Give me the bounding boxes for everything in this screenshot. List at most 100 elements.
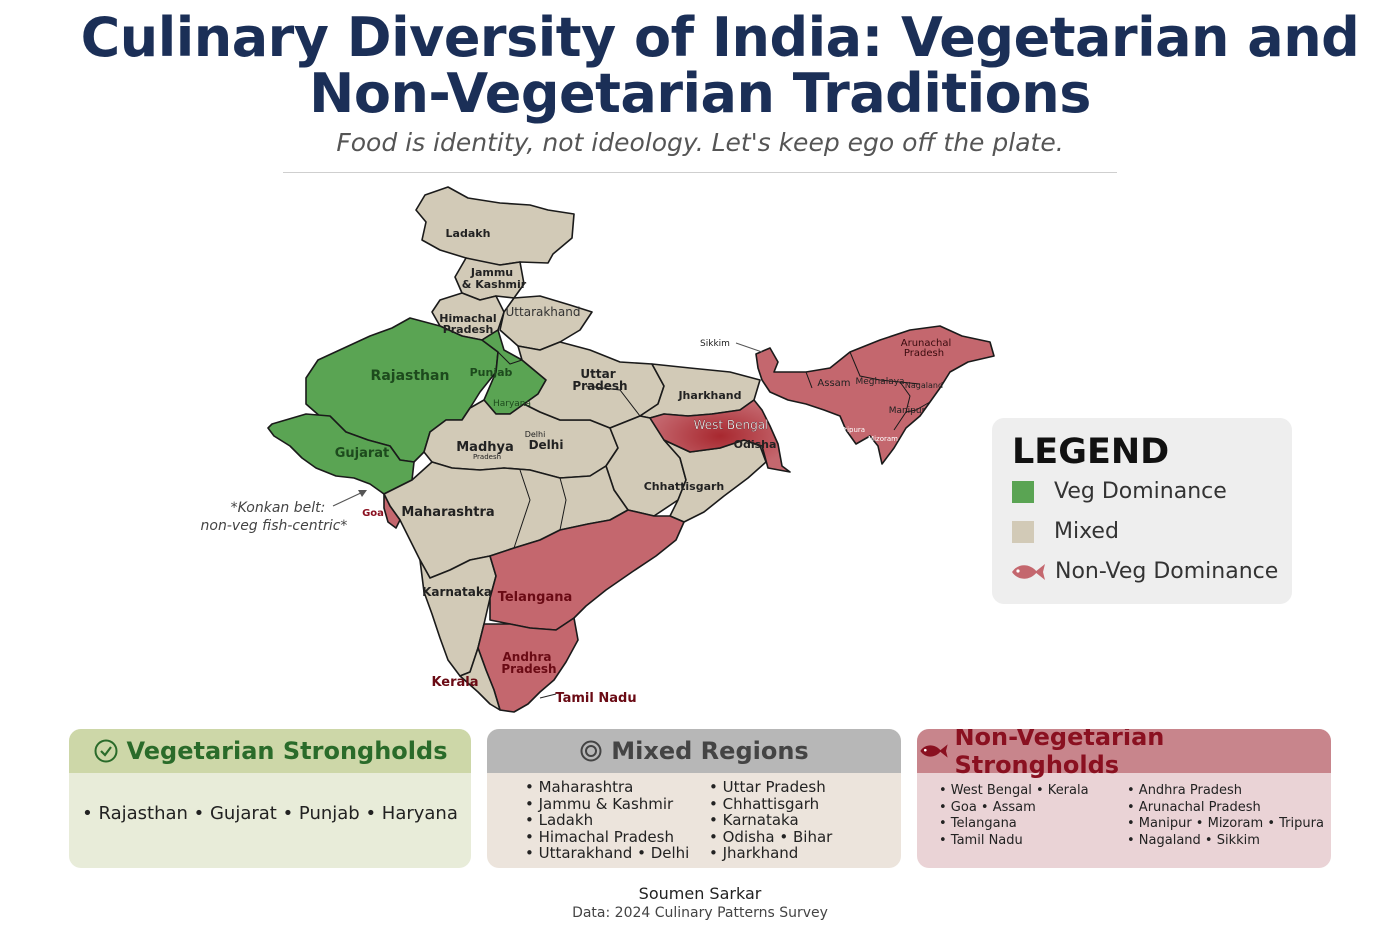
list-item: • Telangana [939, 816, 1017, 832]
card-nonvegetarian-title: Non-Vegetarian Strongholds [954, 729, 1165, 779]
label-maharashtra: Maharashtra [401, 505, 494, 520]
label-jharkhand: Jharkhand [677, 389, 741, 402]
target-circle-icon [580, 740, 602, 762]
sikkim-pointer [735, 342, 763, 353]
legend-label-veg: Veg Dominance [1054, 479, 1227, 504]
border-line [559, 477, 567, 531]
check-circle-icon [94, 739, 117, 763]
border-line [585, 385, 641, 417]
mixed-list-col1: • Maharashtra • Jammu & Kashmir • Ladakh… [525, 779, 689, 862]
list-item: • Jharkhand [709, 844, 799, 863]
label-mizoram: Mizoram [868, 435, 898, 443]
region-west-bengal [649, 399, 791, 473]
list-item: • Odisha • Bihar [709, 827, 833, 846]
legend-swatch-veg [1012, 480, 1034, 503]
title-line-1: Culinary Diversity of India: Vegetarian … [80, 6, 1360, 69]
label-arunachal: Arunachal [901, 338, 952, 349]
label-arunachal-2: Pradesh [904, 348, 944, 359]
divider [283, 172, 1117, 173]
label-madhya: Madhya [456, 440, 514, 455]
label-jk-2: & Kashmir [462, 278, 527, 291]
card-nonvegetarian-header: Non-Vegetarian Strongholds [917, 729, 1331, 779]
region-kerala [459, 647, 501, 711]
list-item: • Arunachal Pradesh [1127, 799, 1261, 815]
label-west-bengal: West Bengal [694, 418, 769, 432]
region-jammu-kashmir [454, 257, 525, 301]
card-vegetarian-body: • Rajasthan • Gujarat • Punjab • Haryana [69, 773, 471, 868]
label-tripura: Tripura [840, 426, 865, 434]
label-up: Uttar [580, 367, 615, 381]
label-andhra-2: Pradesh [501, 662, 556, 676]
border-line [805, 371, 813, 389]
list-item: • Goa • Assam [939, 799, 1036, 815]
veg-states-list: • Rajasthan • Gujarat • Punjab • Haryana [82, 803, 458, 824]
label-jk: Jammu [470, 266, 513, 279]
konkan-arrowhead [358, 490, 367, 497]
list-item: • Maharashtra [525, 778, 634, 796]
label-rajasthan: Rajasthan [371, 368, 450, 384]
label-uttarakhand: Uttarakhand [506, 305, 581, 319]
label-meghalaya: Meghalaya [855, 377, 904, 387]
list-item: • Ladakh [525, 811, 594, 830]
label-haryana: Haryana [493, 399, 531, 409]
legend-swatch-mixed [1012, 520, 1034, 543]
label-odisha: Odisha [734, 438, 777, 451]
label-konkan-2: non-veg fish-centric* [201, 518, 348, 534]
label-gujarat: Gujarat [335, 446, 390, 461]
label-up-2: Pradesh [572, 379, 627, 393]
label-andhra: Andhra [503, 650, 552, 664]
list-item: • West Bengal • Kerala [939, 783, 1089, 798]
label-madhya-2: Pradesh [473, 453, 501, 461]
label-karnataka: Karnataka [422, 585, 492, 599]
label-punjab: Punjab [470, 366, 513, 379]
list-item: • Karnataka [709, 811, 799, 830]
card-vegetarian-header: Vegetarian Strongholds [69, 729, 471, 773]
card-mixed-title: Mixed Regions [611, 737, 809, 765]
list-item: • Nagaland • Sikkim [1127, 832, 1260, 848]
fish-icon [1012, 563, 1045, 580]
fish-icon [920, 744, 948, 758]
legend-label-nonveg: Non-Veg Dominance [1055, 559, 1279, 584]
legend-label-mixed: Mixed [1054, 519, 1119, 544]
card-mixed: Mixed Regions • Maharashtra • Jammu & Ka… [487, 729, 901, 868]
list-item: • Tamil Nadu [939, 832, 1023, 848]
border-line [849, 351, 921, 385]
label-telangana: Telangana [498, 590, 573, 605]
region-ladakh [415, 186, 575, 266]
label-ladakh: Ladakh [446, 227, 491, 240]
mixed-list-col2: • Uttar Pradesh • Chhattisgarh • Karnata… [709, 779, 832, 862]
legend-item-mixed: Mixed [1012, 519, 1119, 544]
label-sikkim: Sikkim [700, 339, 730, 349]
list-item: • Himachal Pradesh [525, 827, 674, 846]
list-item: • Jammu & Kashmir [525, 794, 674, 813]
label-chhattisgarh: Chhattisgarh [644, 480, 725, 493]
label-nagaland: Nagaland [905, 381, 943, 390]
region-goa [383, 493, 401, 529]
label-tamil-nadu: Tamil Nadu [555, 691, 636, 706]
legend-title: LEGEND [1012, 432, 1170, 472]
footer-author: Soumen Sarkar [638, 884, 762, 903]
label-himachal: Himachal [439, 312, 496, 325]
label-delhi-small: Delhi [525, 430, 546, 439]
label-assam: Assam [817, 378, 850, 389]
card-vegetarian-title: Vegetarian Strongholds [126, 737, 448, 765]
konkan-pointer [332, 490, 366, 507]
legend-box: LEGEND Veg Dominance Mixed Non-Veg Domin… [992, 418, 1292, 604]
border-line [893, 381, 911, 431]
list-item: • Uttar Pradesh [709, 778, 826, 796]
card-vegetarian: Vegetarian Strongholds • Rajasthan • Guj… [69, 729, 471, 868]
border-line [513, 469, 531, 549]
region-telangana-andhra [489, 509, 685, 631]
tamil-pointer [539, 693, 557, 699]
border-line [497, 351, 523, 365]
nonveg-list-col1: • West Bengal • Kerala • Goa • Assam • T… [939, 783, 1089, 849]
label-himachal-2: Pradesh [443, 323, 494, 336]
card-mixed-body: • Maharashtra • Jammu & Kashmir • Ladakh… [487, 773, 901, 868]
list-item: • Chhattisgarh [709, 794, 820, 813]
list-item: • Manipur • Mizoram • Tripura [1127, 816, 1324, 832]
nonveg-list-col2: • Andhra Pradesh • Arunachal Pradesh • M… [1127, 783, 1324, 849]
footer-source: Data: 2024 Culinary Patterns Survey [572, 905, 828, 921]
card-nonvegetarian: Non-Vegetarian Strongholds • West Bengal… [917, 729, 1331, 868]
page-title: Culinary Diversity of India: Vegetarian … [0, 10, 1400, 122]
